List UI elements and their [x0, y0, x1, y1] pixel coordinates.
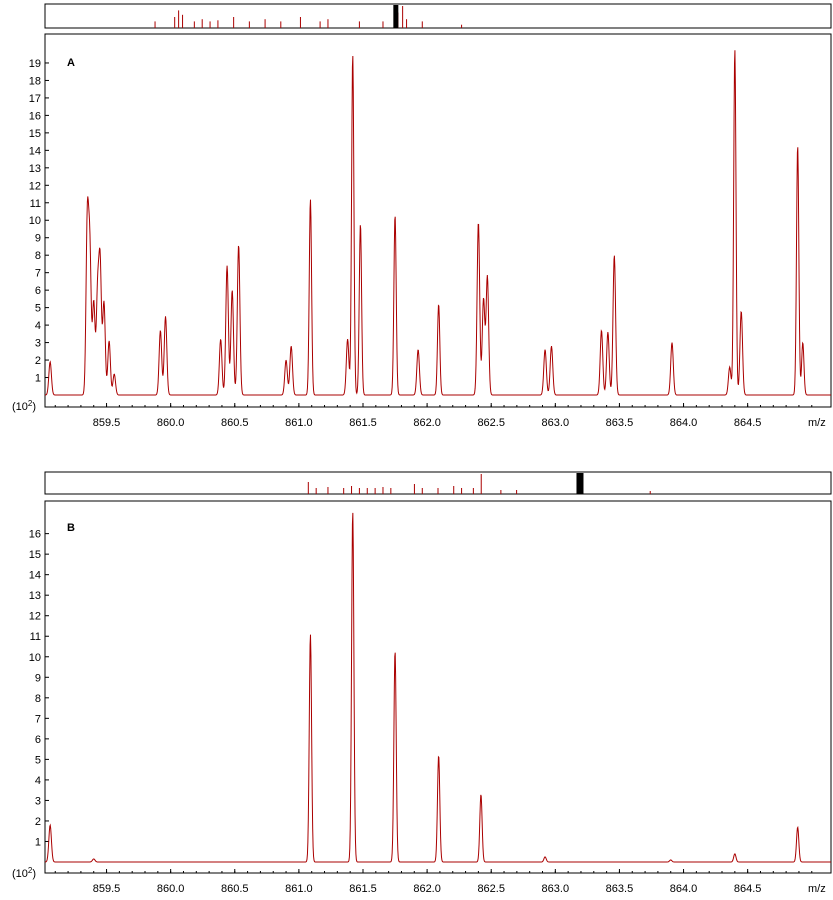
overview-position-marker-b[interactable]: [576, 473, 584, 494]
y-tick-label: 3: [35, 795, 41, 807]
y-tick-label: 16: [29, 529, 41, 541]
x-tick-label: 863.5: [606, 883, 634, 895]
x-tick-label: 862.0: [413, 417, 441, 429]
y-tick-label: 11: [30, 198, 41, 210]
y-tick-label: 4: [35, 775, 41, 787]
x-tick-label: 860.0: [157, 417, 185, 429]
panel-label-b: B: [67, 522, 75, 534]
y-tick-label: 1: [35, 373, 41, 385]
x-tick-label: 862.5: [477, 417, 505, 429]
y-tick-label: 10: [29, 215, 41, 227]
y-tick-label: 14: [29, 145, 41, 157]
spectrum-line-b: [44, 512, 831, 863]
x-axis-label-a: m/z: [808, 417, 826, 429]
y-tick-label: 10: [29, 652, 41, 664]
x-tick-label: 861.0: [285, 883, 313, 895]
y-tick-label: 13: [29, 163, 41, 175]
x-tick-label: 861.0: [285, 417, 313, 429]
x-tick-label: 859.5: [93, 417, 121, 429]
y-tick-label: 9: [35, 233, 41, 245]
y-tick-label: 17: [29, 93, 41, 105]
x-tick-label: 862.0: [413, 883, 441, 895]
y-unit-label-b: (102): [12, 866, 36, 880]
y-tick-label: 6: [35, 734, 41, 746]
x-tick-label: 863.5: [606, 417, 634, 429]
x-tick-label: 860.5: [221, 883, 249, 895]
overview-peaks-b: [307, 474, 651, 494]
x-tick-label: 862.5: [477, 883, 505, 895]
y-tick-label: 2: [35, 355, 41, 367]
y-tick-label: 4: [35, 320, 41, 332]
x-tick-label: 864.0: [670, 883, 698, 895]
overview-peaks-a: [154, 6, 463, 28]
overview-strip-a: [44, 3, 832, 29]
plot-area-a: [44, 33, 832, 408]
y-tick-label: 13: [29, 590, 41, 602]
x-tick-label: 864.5: [734, 417, 762, 429]
x-axis-a: 859.5 860.0 860.5 861.0 861.5 862.0 862.5 863.0…: [54, 403, 813, 429]
y-tick-label: 19: [29, 58, 41, 70]
y-tick-label: 8: [35, 250, 41, 262]
y-tick-label: 15: [29, 128, 41, 140]
y-tick-label: 12: [29, 611, 41, 623]
y-tick-label: 7: [35, 713, 41, 725]
y-tick-label: 1: [35, 836, 41, 848]
spectrum-line-a: [44, 50, 831, 396]
y-tick-label: 6: [35, 285, 41, 297]
x-tick-label: 861.5: [349, 417, 377, 429]
y-tick-label: 11: [30, 631, 41, 643]
x-axis-b: 859.5 860.0 860.5 861.0 861.5 862.0 862.5 863.0…: [54, 869, 813, 895]
x-tick-label: 863.0: [542, 883, 570, 895]
x-axis-label-b: m/z: [808, 883, 826, 895]
x-tick-label: 864.5: [734, 883, 762, 895]
x-tick-label: 859.5: [93, 883, 121, 895]
y-tick-label: 14: [29, 570, 41, 582]
y-tick-label: 16: [29, 110, 41, 122]
x-tick-label: 860.5: [221, 417, 249, 429]
x-tick-label: 861.5: [349, 883, 377, 895]
y-tick-label: 2: [35, 816, 41, 828]
y-tick-label: 7: [35, 268, 41, 280]
y-tick-label: 12: [29, 180, 41, 192]
y-tick-label: 5: [35, 754, 41, 766]
y-tick-label: 15: [29, 549, 41, 561]
y-tick-label: 18: [29, 75, 41, 87]
x-tick-label: 863.0: [542, 417, 570, 429]
y-tick-label: 5: [35, 303, 41, 315]
plot-area-b: [44, 500, 832, 874]
panel-label-a: A: [67, 57, 75, 69]
y-tick-label: 9: [35, 672, 41, 684]
y-tick-label: 8: [35, 693, 41, 705]
x-tick-label: 864.0: [670, 417, 698, 429]
y-tick-label: 3: [35, 338, 41, 350]
overview-position-marker-a[interactable]: [393, 5, 399, 28]
x-tick-label: 860.0: [157, 883, 185, 895]
y-unit-label-a: (102): [12, 399, 36, 413]
